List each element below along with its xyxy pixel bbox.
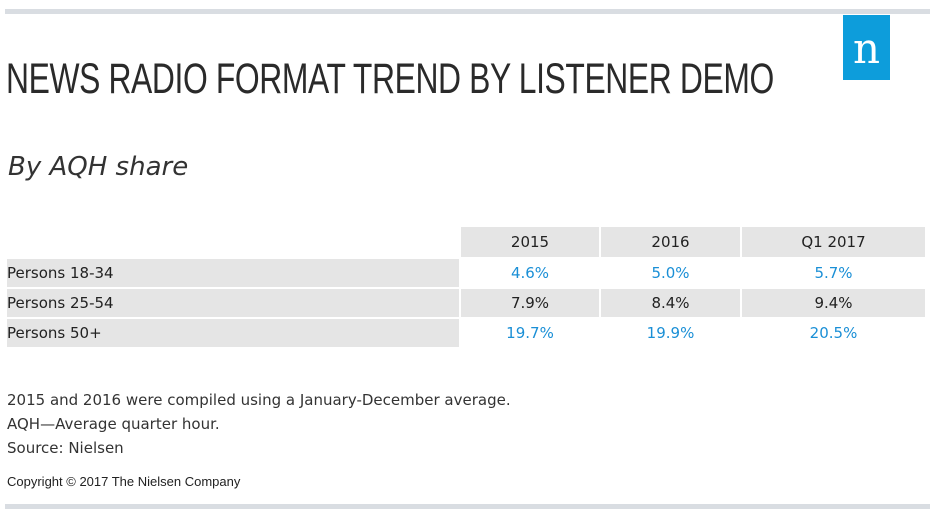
copyright-notice: Copyright © 2017 The Nielsen Company bbox=[7, 474, 241, 489]
row-label-persons-25-54: Persons 25-54 bbox=[7, 287, 459, 317]
value-25-54-q1-2017: 9.4% bbox=[740, 287, 925, 317]
table-row: Persons 18-34 4.6% 5.0% 5.7% bbox=[7, 257, 925, 287]
table-row: Persons 25-54 7.9% 8.4% 9.4% bbox=[7, 287, 925, 317]
footnotes: 2015 and 2016 were compiled using a Janu… bbox=[7, 388, 511, 460]
data-table: 2015 2016 Q1 2017 Persons 18-34 4.6% 5.0… bbox=[7, 227, 925, 347]
column-header-2016: 2016 bbox=[599, 227, 740, 257]
chart-subtitle: By AQH share bbox=[8, 152, 189, 182]
column-header-2015: 2015 bbox=[459, 227, 599, 257]
value-18-34-2015: 4.6% bbox=[459, 257, 599, 287]
row-label-persons-18-34: Persons 18-34 bbox=[7, 257, 459, 287]
table-row: Persons 50+ 19.7% 19.9% 20.5% bbox=[7, 317, 925, 347]
value-18-34-2016: 5.0% bbox=[599, 257, 740, 287]
footnote-source: Source: Nielsen bbox=[7, 439, 124, 457]
top-rule bbox=[5, 9, 930, 14]
value-25-54-2016: 8.4% bbox=[599, 287, 740, 317]
header-blank-cell bbox=[7, 227, 459, 257]
row-label-persons-50-plus: Persons 50+ bbox=[7, 317, 459, 347]
column-header-q1-2017: Q1 2017 bbox=[740, 227, 925, 257]
footnote-aqh-definition: AQH—Average quarter hour. bbox=[7, 415, 220, 433]
value-50-plus-2015: 19.7% bbox=[459, 317, 599, 347]
header-row: 2015 2016 Q1 2017 bbox=[7, 227, 925, 257]
chart-title: NEWS RADIO FORMAT TREND BY LISTENER DEMO bbox=[6, 55, 774, 103]
value-25-54-2015: 7.9% bbox=[459, 287, 599, 317]
value-50-plus-q1-2017: 20.5% bbox=[740, 317, 925, 347]
logo-letter: n bbox=[852, 24, 881, 73]
bottom-rule bbox=[5, 504, 930, 509]
footnote-averaging: 2015 and 2016 were compiled using a Janu… bbox=[7, 391, 511, 409]
value-50-plus-2016: 19.9% bbox=[599, 317, 740, 347]
nielsen-logo: n bbox=[843, 15, 890, 80]
value-18-34-q1-2017: 5.7% bbox=[740, 257, 925, 287]
